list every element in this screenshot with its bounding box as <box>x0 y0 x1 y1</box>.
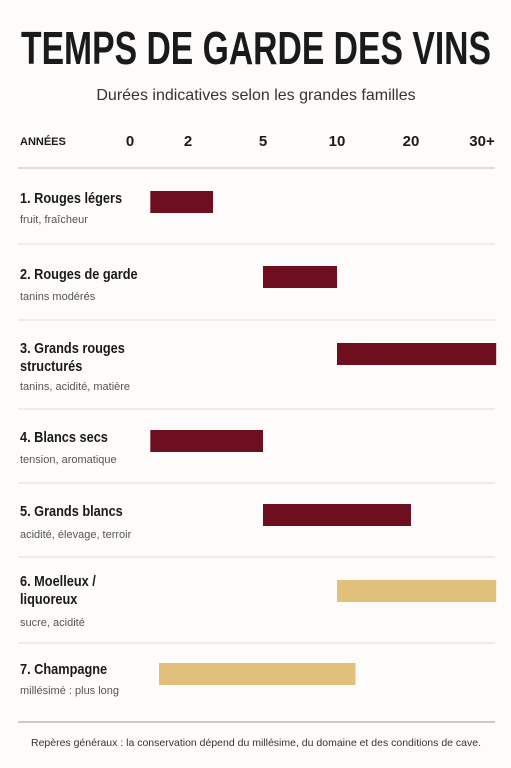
axis-label: ANNÉES <box>20 135 66 148</box>
category-label: 2. Rouges de garde <box>20 266 138 283</box>
category-description: tanins modérés <box>20 291 96 303</box>
category-description: sucre, acidité <box>20 617 85 629</box>
range-bar <box>263 266 337 288</box>
chart-title: TEMPS DE GARDE DES VINS <box>21 22 491 74</box>
category-description: fruit, fraîcheur <box>20 214 88 226</box>
range-bar <box>263 504 411 526</box>
category-label: 6. Moelleux / liquoreux <box>20 573 96 608</box>
range-bar <box>159 663 356 685</box>
category-description: acidité, élevage, terroir <box>20 529 132 541</box>
footnote: Repères généraux : la conservation dépen… <box>31 737 481 749</box>
x-tick-label: 5 <box>259 133 267 150</box>
x-tick-label: 20 <box>403 133 420 150</box>
x-tick-label: 2 <box>184 133 192 150</box>
range-bar <box>150 430 263 452</box>
x-tick-label: 0 <box>126 133 134 150</box>
category-label: 1. Rouges légers <box>20 190 123 207</box>
range-bar <box>150 191 213 213</box>
x-tick-label: 30+ <box>469 133 495 150</box>
category-label: 5. Grands blancs <box>20 503 123 520</box>
category-label: 3. Grands rouges structurés <box>20 340 125 375</box>
range-bar <box>337 580 497 602</box>
category-label: 7. Champagne <box>20 661 108 678</box>
category-description: tension, aromatique <box>20 454 117 466</box>
range-bar <box>337 343 497 365</box>
chart-subtitle: Durées indicatives selon les grandes fam… <box>96 87 415 104</box>
category-label: 4. Blancs secs <box>20 429 108 446</box>
category-description: tanins, acidité, matière <box>20 381 131 393</box>
category-description: millésimé : plus long <box>20 685 120 697</box>
x-tick-label: 10 <box>329 133 346 150</box>
